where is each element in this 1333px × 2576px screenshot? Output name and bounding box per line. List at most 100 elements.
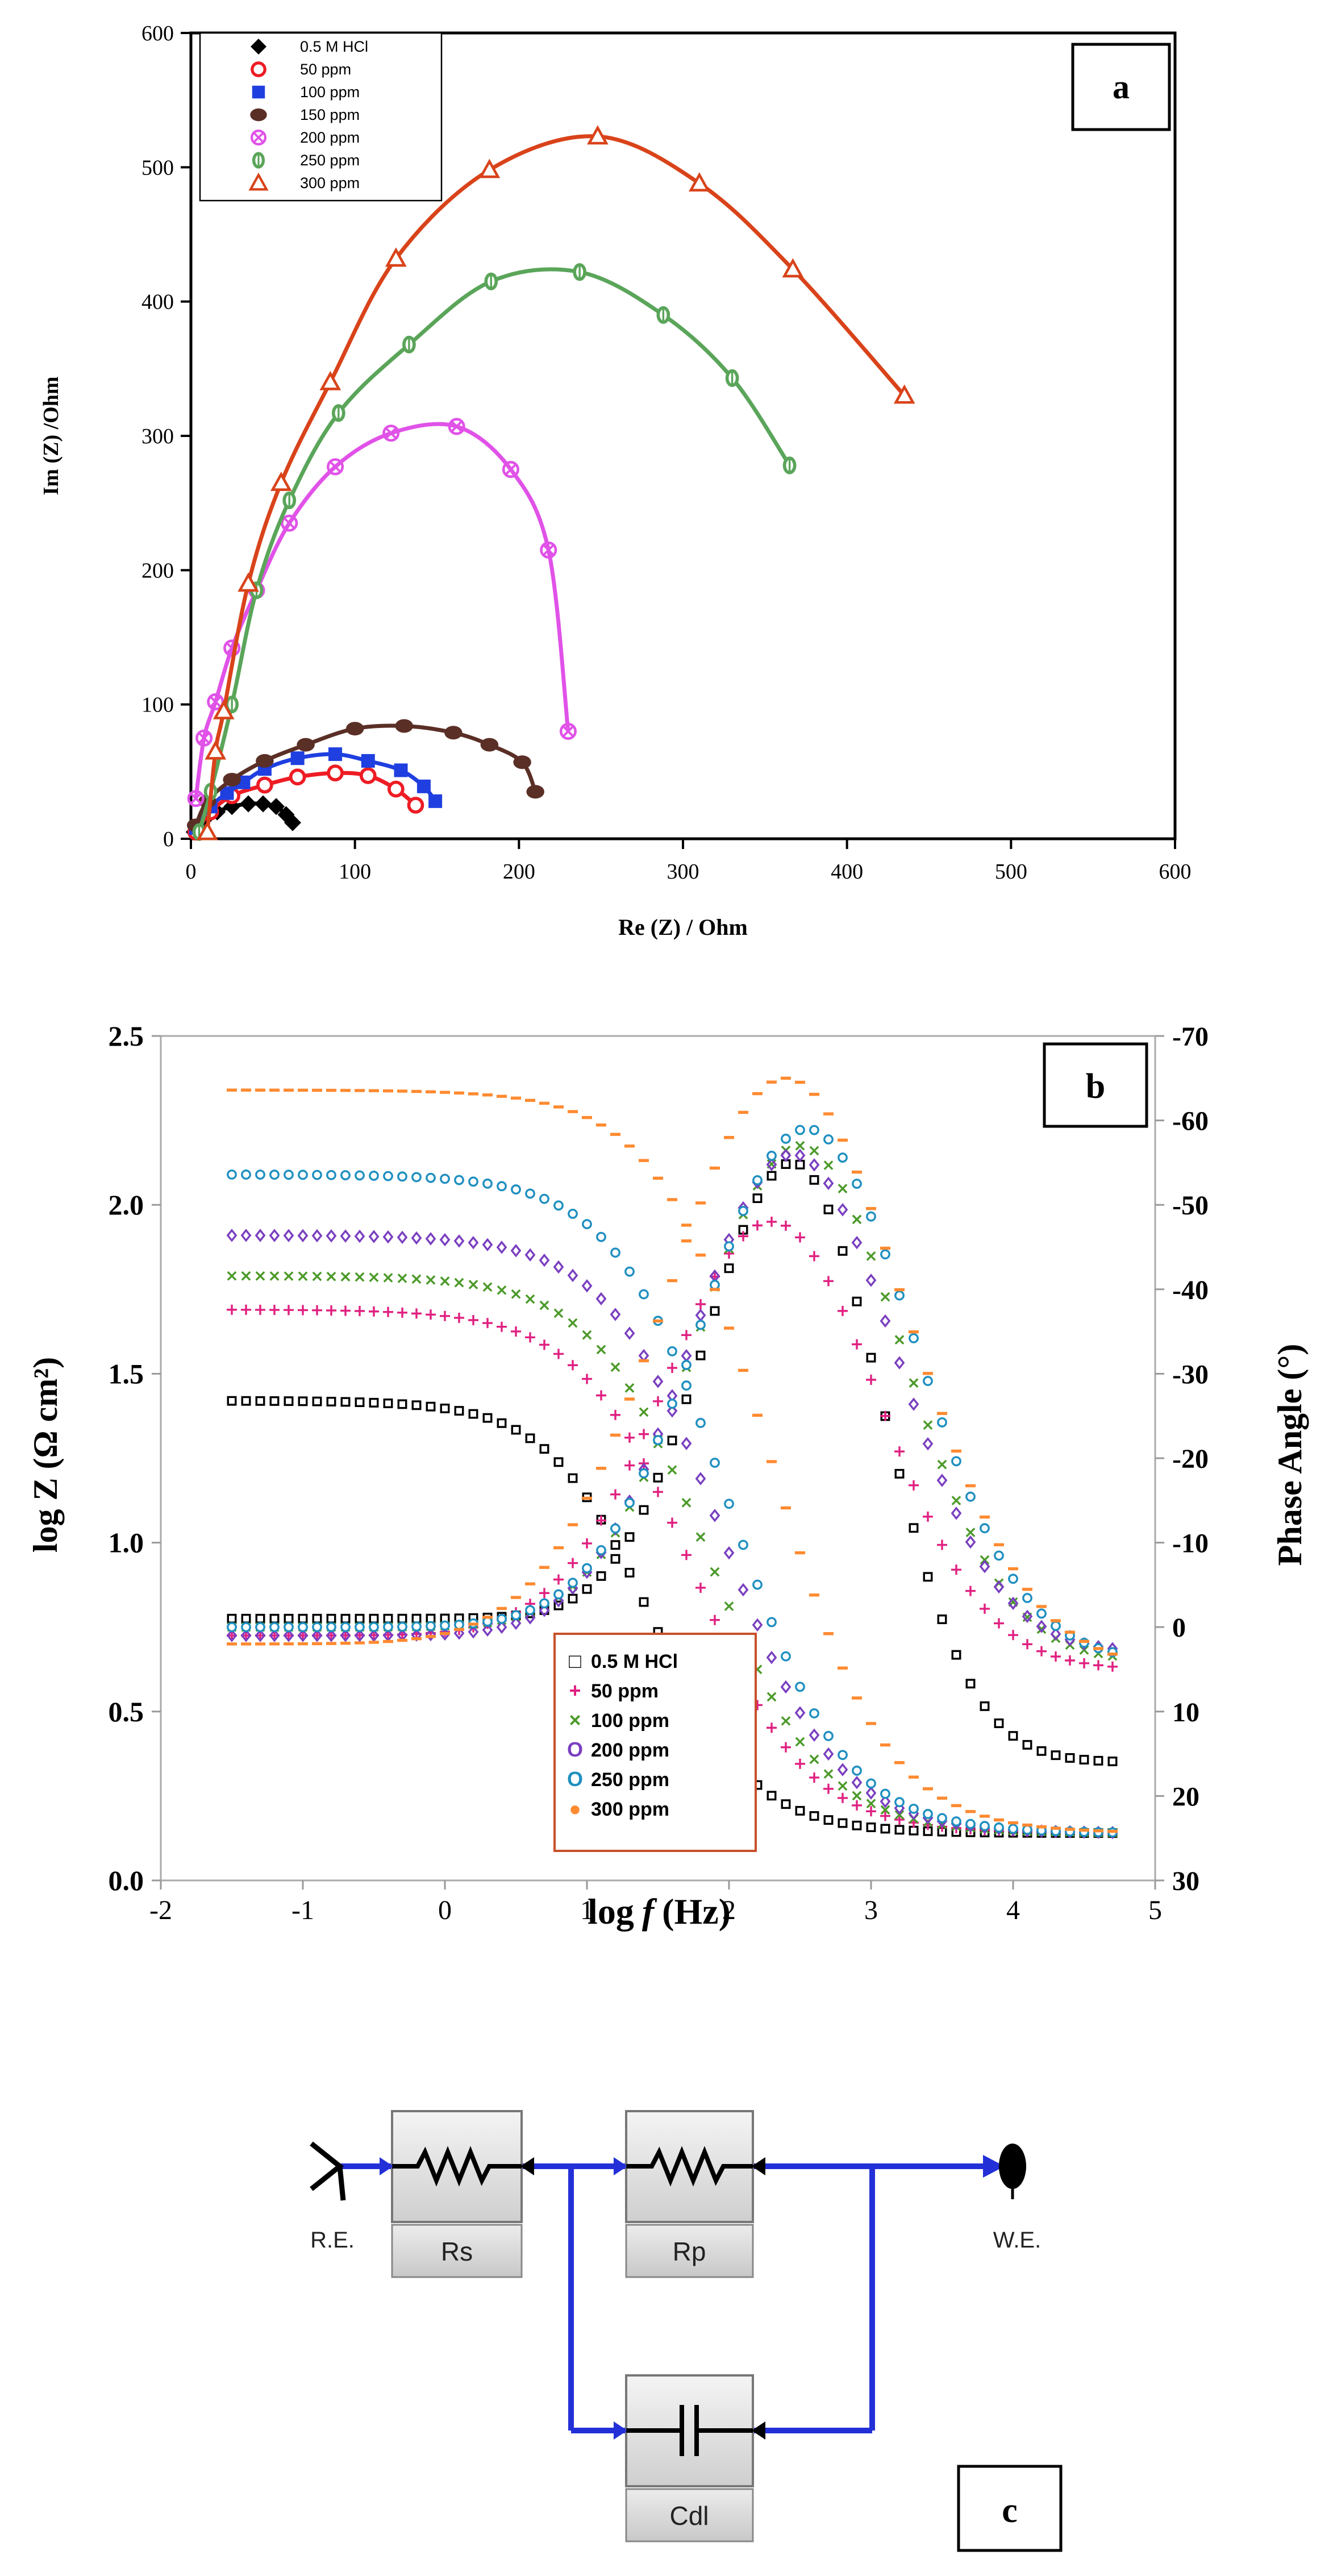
data-point-a — [559, 722, 577, 740]
data-point-logz — [411, 1308, 422, 1319]
legend-marker-b: × — [569, 1708, 581, 1732]
data-point-phase — [1050, 1627, 1061, 1641]
data-point-logz — [894, 1825, 905, 1835]
data-point-phase — [1065, 1753, 1075, 1763]
data-point-phase — [752, 1193, 763, 1204]
data-point-phase — [440, 1632, 450, 1636]
data-point-logz — [667, 1517, 677, 1528]
data-point-phase — [284, 1622, 294, 1633]
data-point-phase — [553, 1574, 564, 1585]
data-point-logz — [312, 1396, 322, 1406]
data-point-phase — [468, 1625, 479, 1639]
data-point-logz — [710, 1567, 720, 1577]
data-point-phase — [326, 1613, 336, 1624]
data-point-logz — [326, 1170, 336, 1180]
data-point-logz — [497, 1095, 507, 1098]
data-point-phase — [809, 1125, 819, 1135]
data-point-a — [196, 821, 218, 840]
data-point-a — [277, 806, 295, 823]
data-point-logz — [923, 1787, 933, 1791]
data-point-phase — [965, 1535, 976, 1549]
data-point-a — [382, 425, 400, 442]
data-point-phase — [1022, 1739, 1032, 1750]
data-point-logz — [767, 1692, 777, 1702]
data-point-logz — [298, 1305, 308, 1316]
data-point-phase — [994, 1543, 1004, 1546]
data-point-logz — [454, 1312, 464, 1323]
data-point-phase — [880, 1249, 890, 1260]
data-point-logz — [781, 1742, 791, 1753]
x-tick-label-a: 500 — [995, 860, 1027, 884]
data-point-phase — [851, 1235, 863, 1250]
data-point-logz — [681, 1380, 692, 1391]
data-point-logz — [226, 1229, 238, 1242]
data-point-logz — [894, 1761, 905, 1765]
data-point-logz — [880, 1743, 890, 1747]
data-point-phase — [639, 1468, 649, 1479]
data-point-logz — [965, 1810, 976, 1813]
data-point-phase — [1036, 1746, 1047, 1756]
data-point-logz — [553, 1260, 564, 1274]
data-point-logz — [426, 1090, 436, 1093]
legend-label-a: 300 ppm — [300, 174, 360, 192]
data-point-phase — [383, 1621, 393, 1632]
legend-label-a: 0.5 M HCl — [300, 38, 368, 55]
rs-resistor-icon — [392, 2146, 522, 2187]
legend-box-b — [553, 1633, 757, 1852]
data-point-phase — [1022, 1609, 1033, 1624]
data-point-logz — [525, 1098, 535, 1102]
data-point-logz — [809, 1593, 819, 1597]
data-point-a — [782, 258, 804, 278]
legend-marker-b: O — [567, 1767, 583, 1791]
data-point-logz — [482, 1178, 493, 1189]
legend-items-a: 0.5 M HCl 50 ppm 100 ppm 150 ppm 200 ppm 250 … — [248, 38, 368, 192]
data-point-logz — [426, 1401, 436, 1412]
data-point-phase — [866, 1375, 876, 1385]
data-point-logz — [482, 1282, 493, 1292]
data-point-logz — [639, 1407, 649, 1417]
y-tick-label-b-right: 0 — [1172, 1613, 1186, 1643]
data-point-logz — [340, 1089, 351, 1092]
resistor-rs: Rs — [380, 2110, 534, 2278]
data-point-a — [395, 719, 414, 733]
data-point-logz — [411, 1089, 422, 1093]
panel-label-c: c — [957, 2465, 1063, 2552]
rs-in-arrow-icon — [380, 2157, 393, 2175]
data-point-phase — [383, 1639, 393, 1643]
data-point-phase — [312, 1642, 322, 1646]
data-point-phase — [369, 1622, 379, 1632]
data-point-phase — [610, 1523, 620, 1534]
data-point-logz — [809, 1754, 819, 1765]
data-point-logz — [397, 1230, 408, 1245]
data-point-phase — [823, 1204, 834, 1214]
data-point-phase — [795, 1080, 805, 1084]
data-point-phase — [781, 1133, 791, 1144]
data-point-logz — [937, 1796, 947, 1800]
panel-label-text-b: b — [1086, 1067, 1105, 1106]
data-point-logz — [340, 1272, 351, 1282]
data-point-phase — [582, 1563, 592, 1574]
data-point-phase — [553, 1546, 564, 1550]
data-point-logz — [482, 1318, 493, 1329]
data-point-phase — [838, 1184, 848, 1193]
data-point-logz — [652, 1375, 664, 1388]
data-point-a — [187, 790, 205, 808]
data-point-phase — [596, 1545, 606, 1555]
data-point-phase — [1107, 1757, 1118, 1766]
data-point-logz — [880, 1811, 890, 1821]
legend-marker-b: + — [569, 1679, 581, 1702]
data-point-logz — [255, 1304, 265, 1315]
data-point-logz — [382, 1230, 394, 1244]
data-point-phase — [269, 1622, 280, 1633]
data-point-logz — [695, 1253, 706, 1257]
data-point-logz — [525, 1433, 535, 1443]
data-point-logz — [369, 1170, 379, 1181]
data-point-logz — [397, 1171, 407, 1182]
data-point-logz — [582, 1374, 592, 1384]
data-point-a — [478, 159, 501, 178]
data-point-logz — [610, 1540, 620, 1550]
data-point-a — [255, 795, 272, 813]
data-point-phase — [326, 1642, 336, 1645]
data-point-logz — [667, 1465, 677, 1475]
rs-out-arrow-icon — [520, 2157, 534, 2175]
